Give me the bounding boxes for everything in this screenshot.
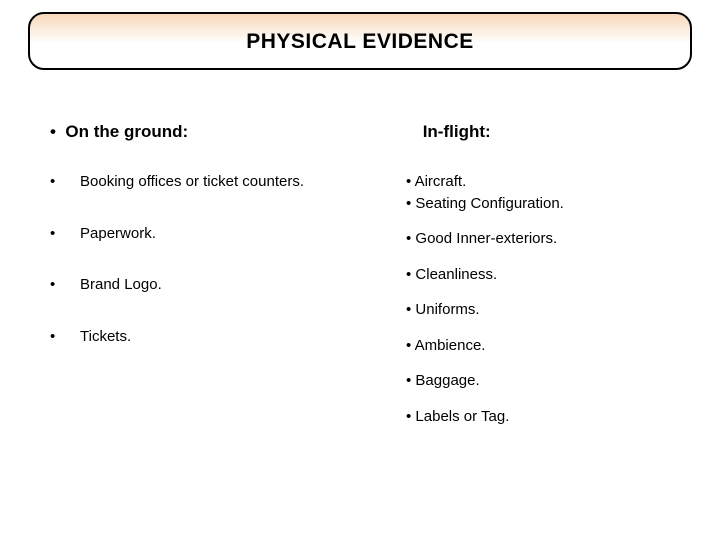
list-item: Seating Configuration. xyxy=(406,194,692,214)
bullet-icon: • xyxy=(50,122,65,141)
left-list: Booking offices or ticket counters. Pape… xyxy=(50,172,348,346)
right-group: Ambience. xyxy=(406,336,692,356)
list-item: Brand Logo. xyxy=(50,275,348,295)
content-columns: • On the ground: Booking offices or tick… xyxy=(28,122,692,442)
list-item: Good Inner-exteriors. xyxy=(406,229,692,249)
left-column: • On the ground: Booking offices or tick… xyxy=(28,122,348,442)
right-column: • In-flight: Aircraft. Seating Configura… xyxy=(388,122,692,442)
list-item: Ambience. xyxy=(406,336,692,356)
title-box: PHYSICAL EVIDENCE xyxy=(28,12,692,70)
right-group: Uniforms. xyxy=(406,300,692,320)
right-group: Labels or Tag. xyxy=(406,407,692,427)
right-heading-row: • In-flight: xyxy=(406,122,692,142)
list-item: Labels or Tag. xyxy=(406,407,692,427)
list-item: Paperwork. xyxy=(50,224,348,244)
right-group: Cleanliness. xyxy=(406,265,692,285)
bullet-icon: • xyxy=(406,122,417,141)
left-heading: On the ground: xyxy=(65,122,188,141)
list-item: Aircraft. xyxy=(406,172,692,192)
right-heading: In-flight: xyxy=(423,122,491,141)
left-heading-row: • On the ground: xyxy=(50,122,348,142)
list-item: Baggage. xyxy=(406,371,692,391)
page-title: PHYSICAL EVIDENCE xyxy=(30,30,690,54)
list-item: Uniforms. xyxy=(406,300,692,320)
list-item: Cleanliness. xyxy=(406,265,692,285)
right-group: Good Inner-exteriors. xyxy=(406,229,692,249)
right-group: Aircraft. Seating Configuration. xyxy=(406,172,692,213)
right-group: Baggage. xyxy=(406,371,692,391)
list-item: Booking offices or ticket counters. xyxy=(50,172,348,192)
list-item: Tickets. xyxy=(50,327,348,347)
